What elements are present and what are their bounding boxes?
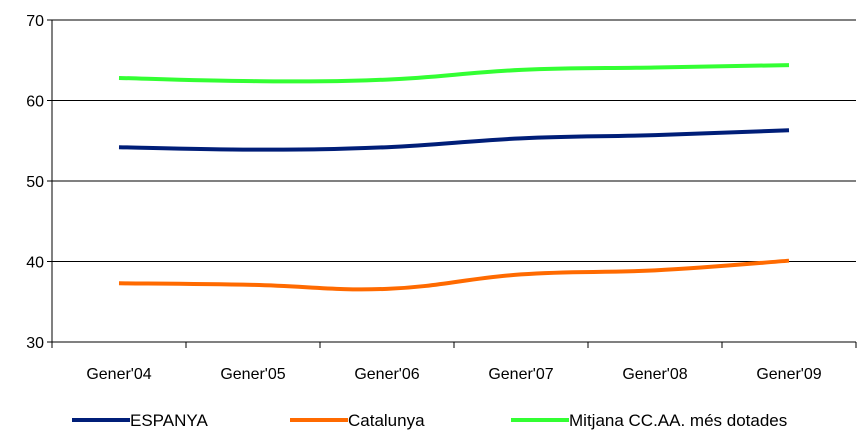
y-axis-tick-labels: 30 40 50 60 70 — [26, 13, 44, 352]
y-tick-label: 60 — [26, 94, 44, 111]
series-line-1 — [118, 128, 790, 152]
x-tick-label: Gener'05 — [220, 366, 285, 383]
legend-label: ESPANYA — [130, 411, 208, 430]
x-tick-label: Gener'06 — [354, 366, 419, 383]
series-line-2 — [118, 258, 790, 292]
legend: ESPANYA Catalunya Mitjana CC.AA. més dotad… — [72, 411, 787, 430]
x-tick-label: Gener'08 — [622, 366, 687, 383]
legend-label: Mitjana CC.AA. més dotades — [569, 411, 787, 430]
x-tick-label: Gener'07 — [488, 366, 553, 383]
y-tick-label: 50 — [26, 174, 44, 191]
series-lines — [118, 63, 790, 292]
x-axis-tick-labels: Gener'04 Gener'05 Gener'06 Gener'07 Gener'08… — [86, 366, 821, 383]
y-tick-label: 30 — [26, 335, 44, 352]
y-tick-label: 70 — [26, 13, 44, 30]
y-tick-label: 40 — [26, 255, 44, 272]
x-tick-label: Gener'09 — [756, 366, 821, 383]
series-line-3 — [118, 63, 790, 84]
x-tick-label: Gener'04 — [86, 366, 151, 383]
axes — [47, 19, 857, 348]
gridlines — [52, 19, 856, 262]
legend-label: Catalunya — [348, 411, 425, 430]
